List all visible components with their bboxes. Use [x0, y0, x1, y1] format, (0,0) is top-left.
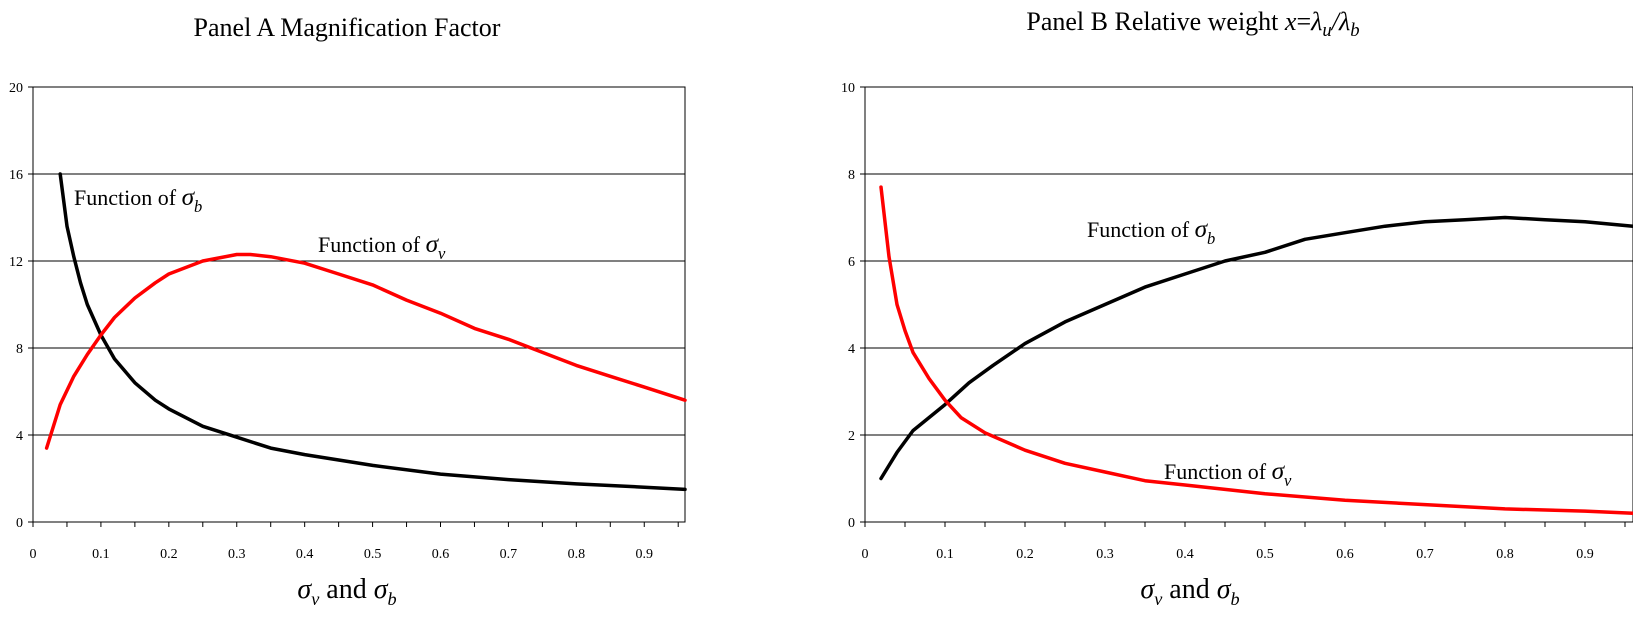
series-line-1 [879, 185, 1633, 516]
x-tick-label: 0.2 [1016, 547, 1034, 562]
series-line-1 [44, 252, 687, 450]
annotation-symbol: σ [1272, 457, 1286, 485]
y-tick-label: 6 [848, 255, 855, 270]
x-tick-label: 0.8 [568, 547, 586, 562]
y-tick-label: 8 [16, 342, 23, 357]
y-tick-label: 12 [9, 255, 23, 270]
annotation-subscript: b [1207, 229, 1215, 248]
x-tick-label: 0.7 [500, 547, 518, 562]
y-tick-label: 16 [9, 168, 23, 183]
annotation-subscript: b [194, 197, 202, 216]
x-tick-label: 0.6 [1336, 547, 1354, 562]
y-tick-label: 10 [841, 81, 855, 96]
x-tick-label: 0.3 [228, 547, 246, 562]
x-tick-label: 0.5 [364, 547, 382, 562]
series-line-0 [879, 215, 1633, 481]
series-annotation-1: Function of σv [318, 230, 446, 263]
chart-title: Panel B Relative weight x=λu/λb [1026, 7, 1359, 41]
x-tick-label: 0.4 [296, 547, 314, 562]
y-tick-label: 0 [16, 516, 23, 531]
annotation-symbol: σ [1195, 215, 1209, 243]
y-tick-label: 2 [848, 429, 855, 444]
x-tick-label: 0.3 [1096, 547, 1114, 562]
panel-a-svg: 0 4 8 12 16 20 0 0.1 0.2 0.3 0.4 0.5 0.6 0.7 0.8 0.9 Fun… [9, 13, 687, 609]
x-tick-label: 0 [30, 547, 37, 562]
x-tick-label: 0.4 [1176, 547, 1194, 562]
y-tick-label: 8 [848, 168, 855, 183]
x-tick-label: 0.8 [1496, 547, 1514, 562]
x-tick-label: 0.1 [92, 547, 110, 562]
plot-frame [32, 86, 686, 523]
x-tick-label: 0.2 [160, 547, 178, 562]
panel-b-chart: 0 2 4 6 8 10 0 0.1 0.2 0.3 0.4 0.5 0.6 0.7 0.8 0.9 Funct… [830, 0, 1633, 627]
x-tick-label: 0.6 [432, 547, 450, 562]
panel-a-chart: 0 4 8 12 16 20 0 0.1 0.2 0.3 0.4 0.5 0.6 0.7 0.8 0.9 Fun… [0, 0, 700, 627]
y-tick-label: 4 [848, 342, 855, 357]
y-tick-label: 20 [9, 81, 23, 96]
series-line-0 [58, 172, 687, 492]
panel-b-svg: 0 2 4 6 8 10 0 0.1 0.2 0.3 0.4 0.5 0.6 0.7 0.8 0.9 Funct… [841, 7, 1633, 609]
x-axis-label: σv and σb [297, 574, 396, 609]
series-annotation-0: Function of σb [74, 183, 202, 216]
x-tick-label: 0.1 [936, 547, 954, 562]
plot-frame [864, 86, 1633, 523]
x-tick-label: 0.5 [1256, 547, 1274, 562]
x-axis-label: σv and σb [1140, 574, 1239, 609]
annotation-subscript: v [1284, 471, 1292, 490]
y-tick-label: 4 [16, 429, 23, 444]
annotation-symbol: σ [182, 183, 196, 211]
annotation-subscript: v [438, 244, 446, 263]
x-tick-label: 0 [862, 547, 869, 562]
x-tick-label: 0.9 [636, 547, 654, 562]
chart-title: Panel A Magnification Factor [194, 13, 501, 42]
series-annotation-1: Function of σv [1164, 457, 1292, 490]
series-annotation-0: Function of σb [1087, 215, 1215, 248]
x-tick-label: 0.9 [1576, 547, 1594, 562]
annotation-symbol: σ [426, 230, 440, 258]
y-tick-label: 0 [848, 516, 855, 531]
x-tick-label: 0.7 [1416, 547, 1434, 562]
